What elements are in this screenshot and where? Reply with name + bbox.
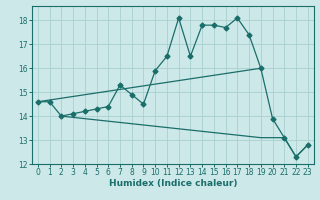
X-axis label: Humidex (Indice chaleur): Humidex (Indice chaleur): [108, 179, 237, 188]
